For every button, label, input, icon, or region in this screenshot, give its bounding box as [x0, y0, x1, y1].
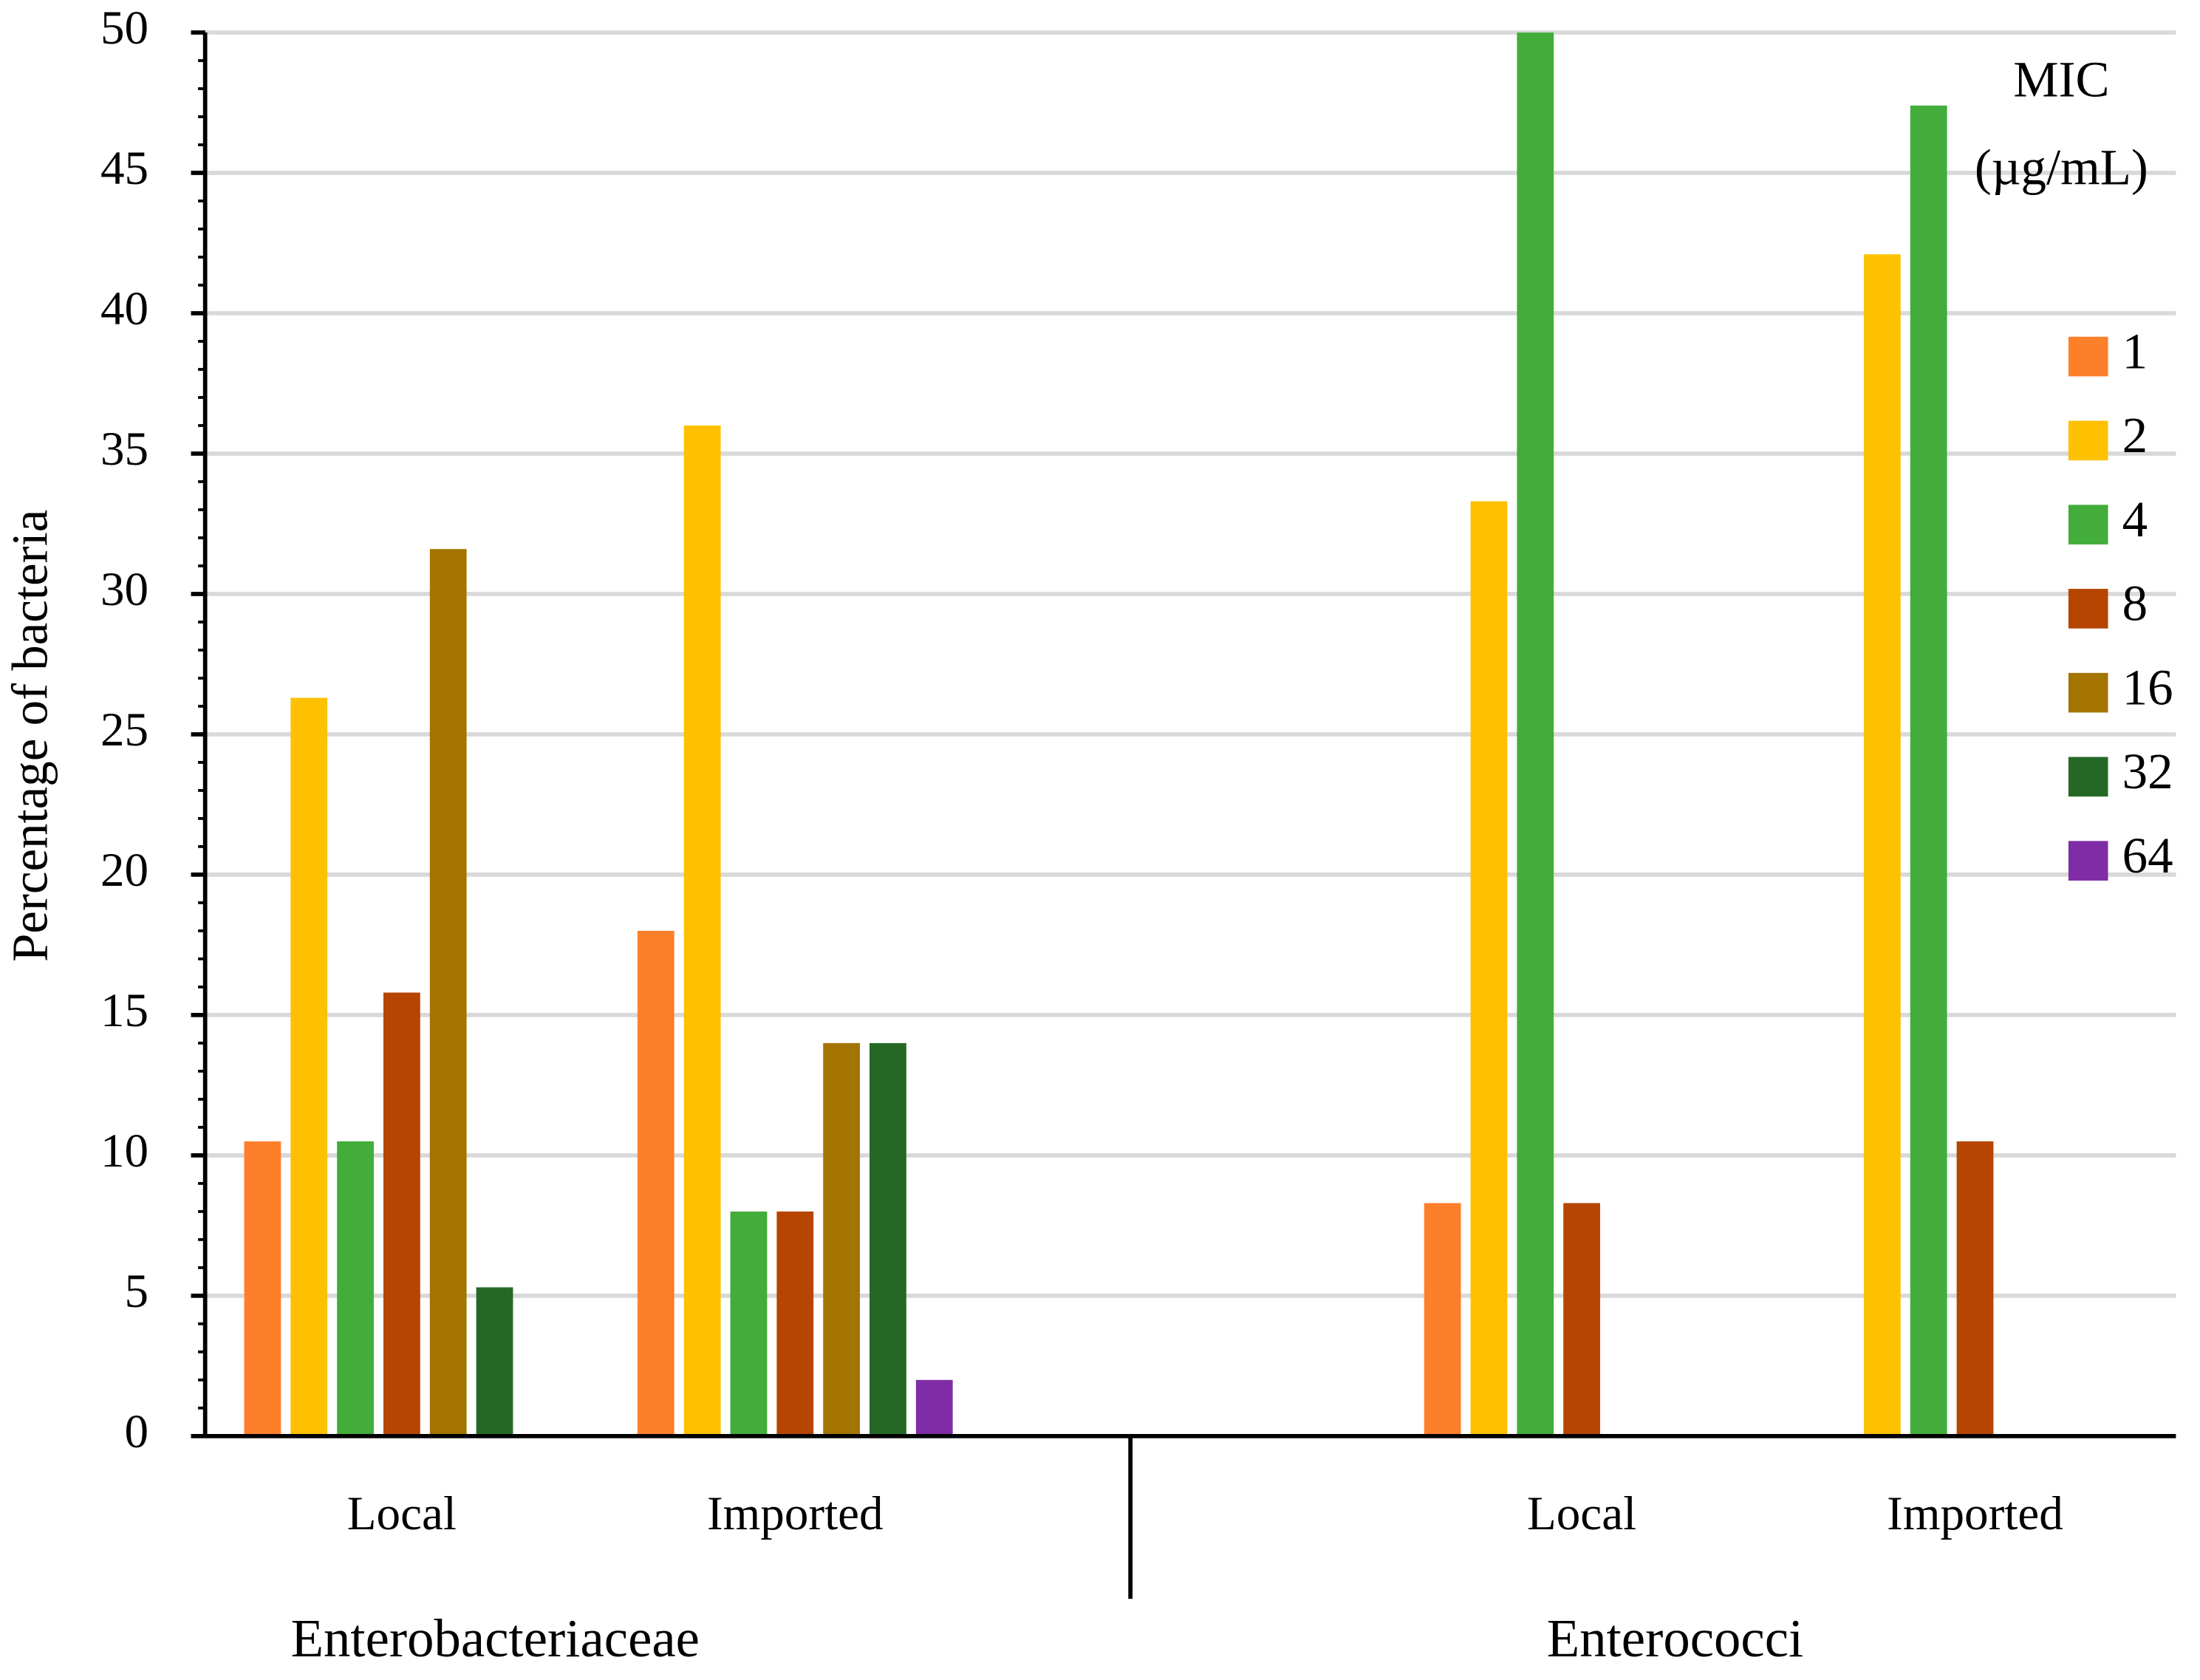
- legend-label: 4: [2122, 491, 2148, 547]
- bar: [637, 930, 674, 1436]
- legend-swatch: [2068, 757, 2108, 797]
- bar: [683, 425, 721, 1436]
- bar: [1563, 1203, 1600, 1436]
- legend-swatch: [2068, 672, 2108, 713]
- bar: [476, 1287, 513, 1436]
- legend-swatch: [2068, 841, 2108, 881]
- legend-label: 16: [2122, 659, 2173, 715]
- x-tick-label: Local: [1527, 1487, 1636, 1540]
- y-tick-label: 0: [125, 1405, 149, 1458]
- legend-swatch: [2068, 505, 2108, 544]
- y-tick-label: 30: [100, 563, 148, 616]
- bar: [730, 1211, 768, 1436]
- y-tick-label: 10: [100, 1124, 148, 1178]
- bar: [244, 1141, 281, 1436]
- bar: [915, 1379, 953, 1436]
- bar: [1424, 1203, 1461, 1436]
- bar: [1470, 501, 1508, 1436]
- bar: [337, 1141, 374, 1436]
- y-tick-label: 45: [100, 142, 148, 195]
- x-tick-label: Imported: [1887, 1487, 2063, 1540]
- bar: [383, 992, 420, 1436]
- bar: [1910, 105, 1947, 1436]
- group-label: Enterococci: [1547, 1608, 1803, 1668]
- y-tick-label: 20: [100, 844, 148, 897]
- bar: [429, 549, 467, 1436]
- bar: [870, 1042, 906, 1436]
- legend-label: 1: [2122, 323, 2148, 379]
- bar: [1956, 1141, 1994, 1436]
- x-tick-label: Imported: [707, 1487, 884, 1540]
- bar: [290, 697, 328, 1436]
- y-tick-label: 50: [100, 1, 148, 55]
- y-tick-label: 40: [100, 282, 148, 335]
- legend-label: 8: [2122, 576, 2148, 632]
- legend-swatch: [2068, 336, 2108, 377]
- group-label: Enterobacteriaceae: [291, 1608, 700, 1668]
- legend-swatch: [2068, 420, 2108, 461]
- legend-label: 2: [2122, 407, 2148, 463]
- legend-title: (µg/mL): [1975, 139, 2148, 195]
- y-tick-label: 25: [100, 703, 148, 757]
- legend-label: 32: [2122, 743, 2173, 799]
- y-tick-label: 5: [125, 1265, 149, 1318]
- bar: [1863, 254, 1901, 1436]
- bar: [1517, 33, 1554, 1436]
- legend-label: 64: [2122, 827, 2173, 884]
- bar: [776, 1211, 814, 1436]
- y-axis-label: Percentage of bacteria: [2, 510, 58, 962]
- bar: [823, 1042, 861, 1436]
- legend-swatch: [2068, 589, 2108, 629]
- x-tick-label: Local: [347, 1487, 457, 1540]
- y-tick-label: 35: [100, 423, 148, 476]
- legend-title: MIC: [2013, 52, 2109, 108]
- y-tick-label: 15: [100, 984, 148, 1037]
